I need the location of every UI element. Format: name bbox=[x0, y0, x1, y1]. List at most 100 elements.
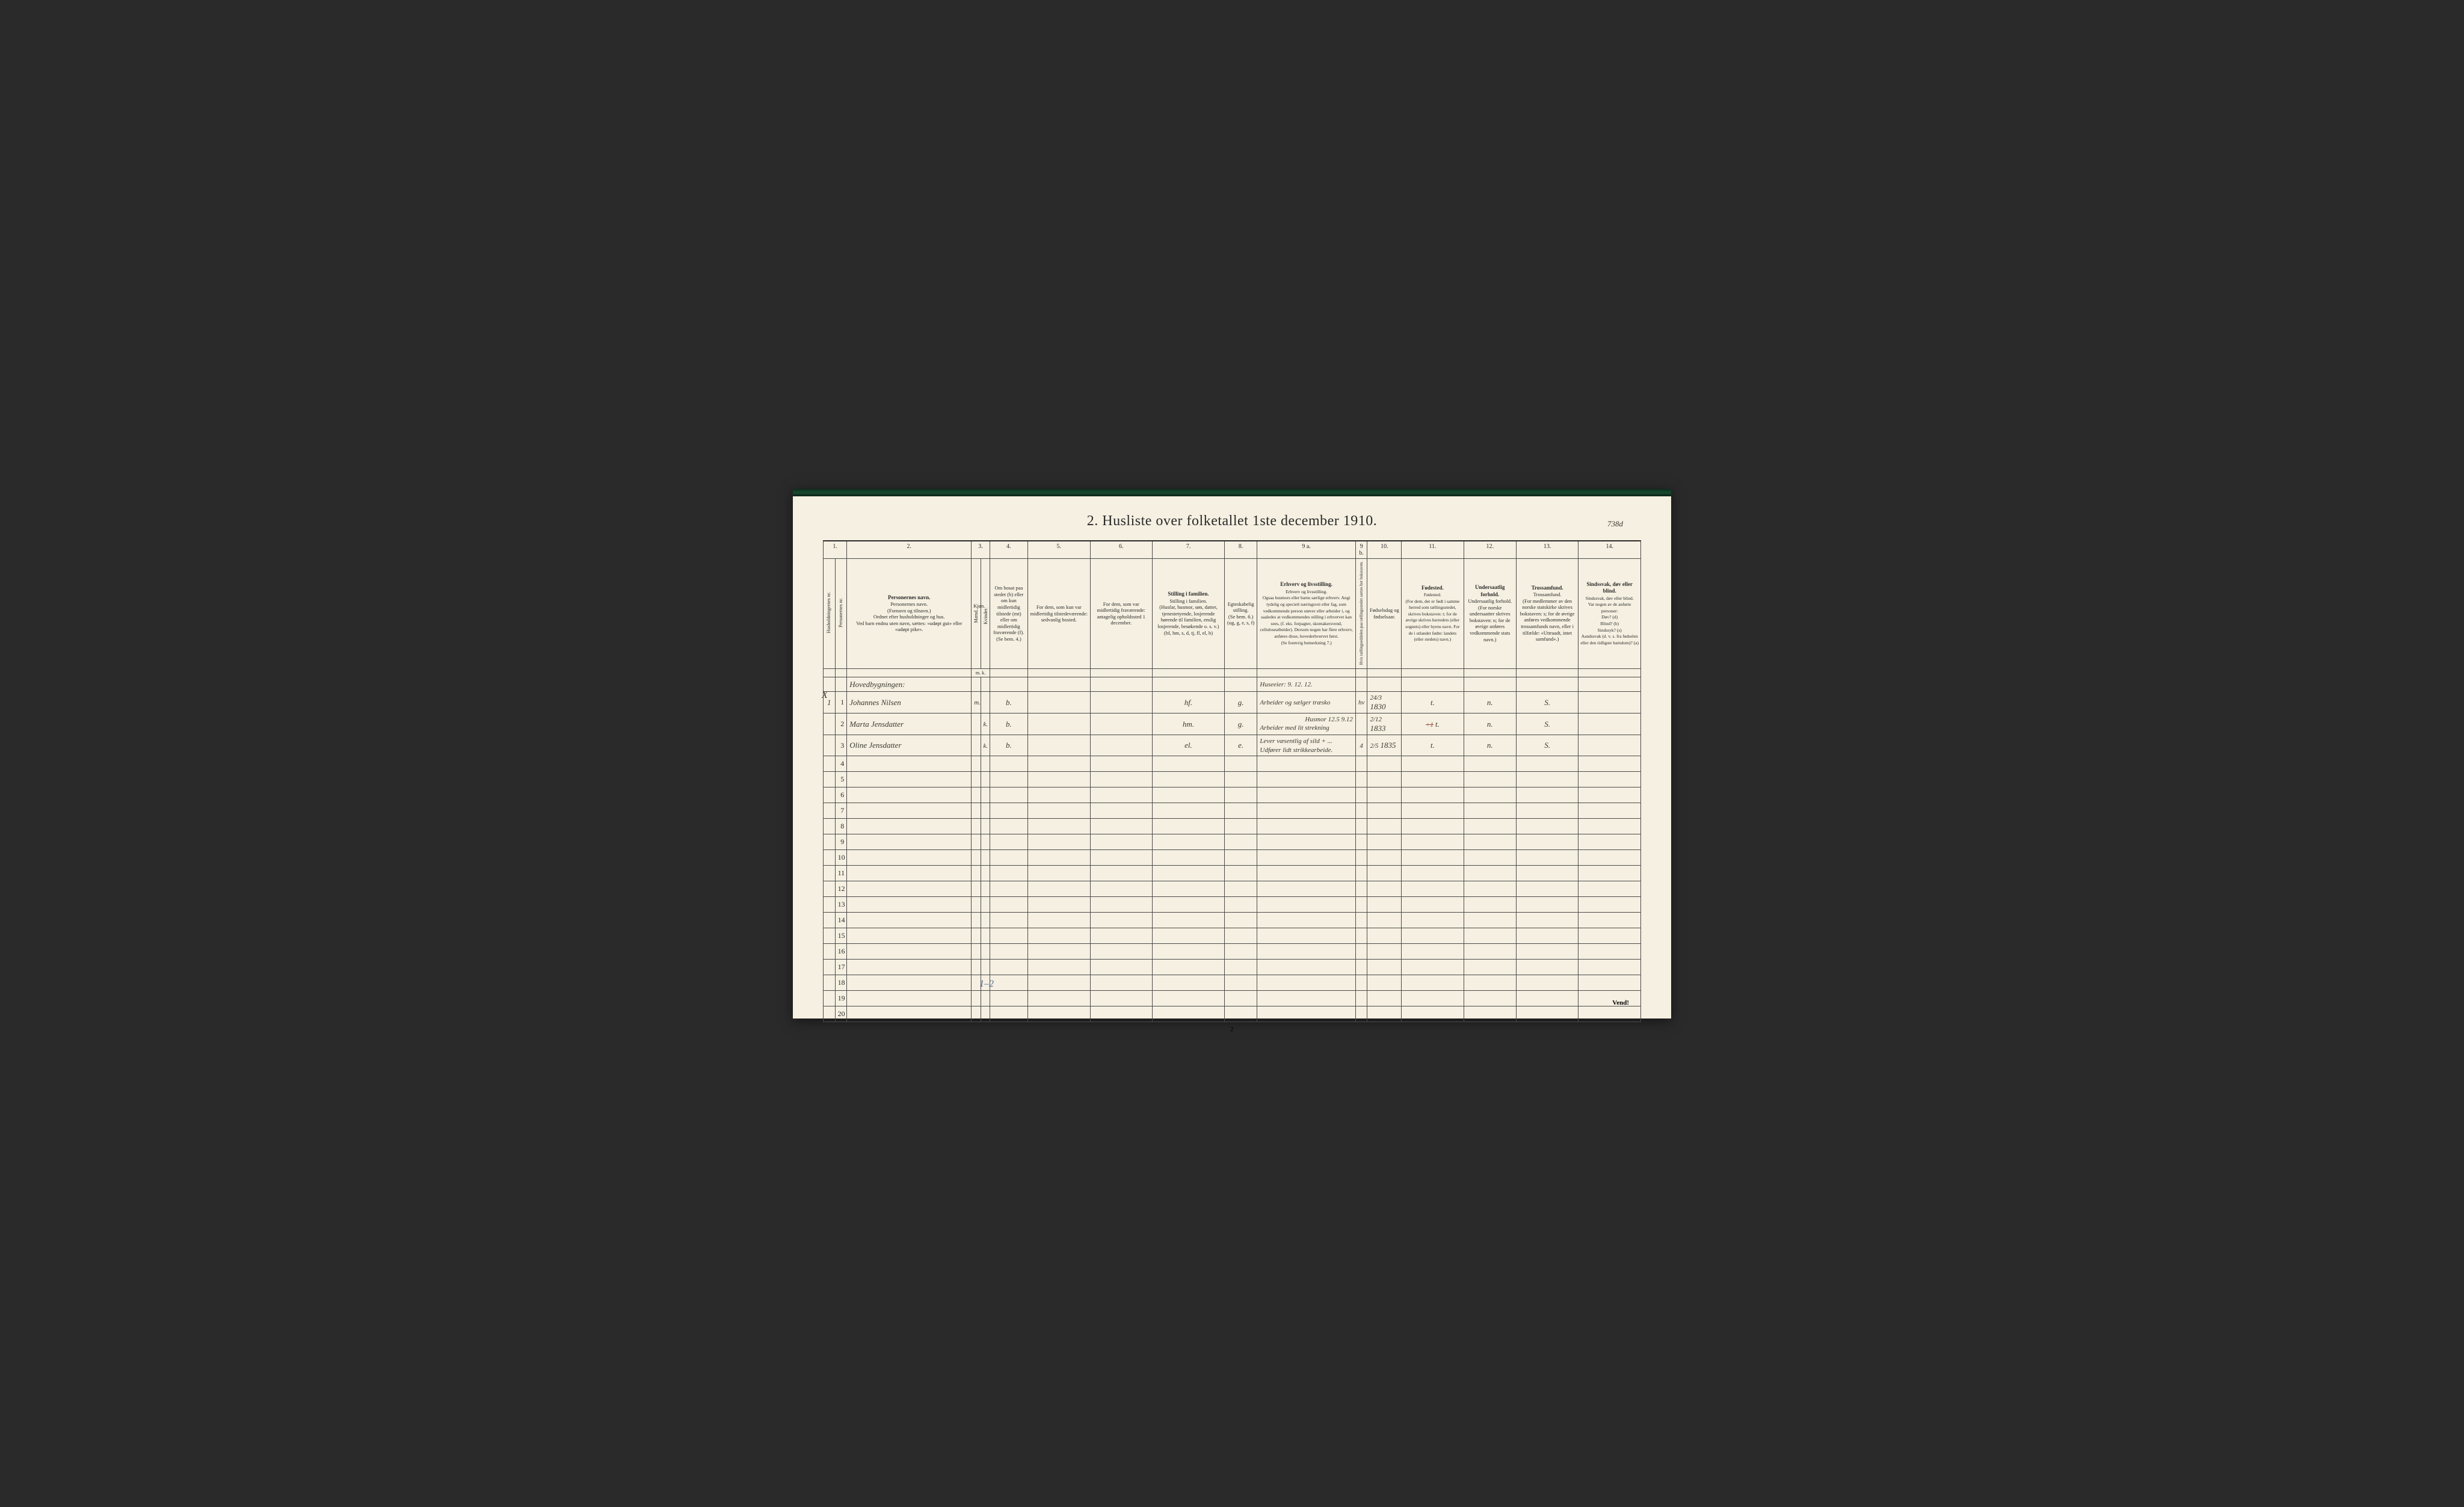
person-num: 6 bbox=[835, 787, 847, 803]
colnum-5: 5. bbox=[1027, 541, 1090, 559]
colnum-9b: 9 b. bbox=[1355, 541, 1367, 559]
midl-tilstede bbox=[1027, 692, 1090, 713]
hdr-person-nr: Personernes nr. bbox=[835, 558, 847, 669]
person-num: 17 bbox=[835, 960, 847, 975]
fodested: t. bbox=[1402, 692, 1464, 713]
colnum-3: 3. bbox=[972, 541, 990, 559]
sindssvak bbox=[1578, 735, 1641, 756]
hdr-navn: Personernes navn.Personernes navn. (Forn… bbox=[847, 558, 972, 669]
hdr-bosat: Om bosat paa stedet (b) eller om kun mid… bbox=[990, 558, 1027, 669]
vend-label: Vend! bbox=[1612, 999, 1629, 1006]
person-num: 10 bbox=[835, 850, 847, 866]
table-row: 12 bbox=[824, 881, 1641, 897]
hdr-9b: Hvis tællingseddelen paa tællingsstedet … bbox=[1355, 558, 1367, 669]
person-num: 14 bbox=[835, 913, 847, 928]
person-num: 15 bbox=[835, 928, 847, 944]
table-row: 17 bbox=[824, 960, 1641, 975]
heading-row: Hovedbygningen: Huseeier: 9. 12. 12. bbox=[824, 677, 1641, 692]
fam-stilling: el. bbox=[1153, 735, 1225, 756]
midl-tilstede bbox=[1027, 735, 1090, 756]
egteskab: e. bbox=[1224, 735, 1257, 756]
fam-stilling: hf. bbox=[1153, 692, 1225, 713]
sex-m bbox=[972, 735, 981, 756]
person-num: 16 bbox=[835, 944, 847, 960]
egteskab: g. bbox=[1224, 713, 1257, 735]
colnum-7: 7. bbox=[1153, 541, 1225, 559]
undersaat: n. bbox=[1464, 692, 1516, 713]
header-row: Husholdningernes nr. Personernes nr. Per… bbox=[824, 558, 1641, 669]
hh-num bbox=[824, 713, 836, 735]
fodsel: 2/5 1835 bbox=[1367, 735, 1402, 756]
table-row: 11 bbox=[824, 866, 1641, 881]
heading-note: Huseeier: 9. 12. 12. bbox=[1257, 677, 1355, 692]
table-row: 16 bbox=[824, 944, 1641, 960]
egteskab: g. bbox=[1224, 692, 1257, 713]
person-num: 12 bbox=[835, 881, 847, 897]
colnum-11: 11. bbox=[1402, 541, 1464, 559]
table-row: 19 bbox=[824, 991, 1641, 1006]
midl-fravær bbox=[1090, 735, 1153, 756]
person-num: 5 bbox=[835, 772, 847, 787]
person-name: Marta Jensdatter bbox=[847, 713, 972, 735]
column-number-row: 1. 2. 3. 4. 5. 6. 7. 8. 9 a. 9 b. 10. 11… bbox=[824, 541, 1641, 559]
person-num: 20 bbox=[835, 1006, 847, 1022]
person-num: 3 bbox=[835, 735, 847, 756]
colnum-6: 6. bbox=[1090, 541, 1153, 559]
table-row: 8 bbox=[824, 819, 1641, 834]
margin-mark: X bbox=[822, 690, 828, 701]
footer-page-number: 2 bbox=[823, 1026, 1641, 1033]
person-num: 9 bbox=[835, 834, 847, 850]
colnum-4: 4. bbox=[990, 541, 1027, 559]
hdr-tros: Trossamfund.Trossamfund. (For medlemmer … bbox=[1516, 558, 1578, 669]
erhverv: Lever væsentlig af sild + ... Udfører li… bbox=[1257, 735, 1355, 756]
hdr-husholdning-nr: Husholdningernes nr. bbox=[824, 558, 836, 669]
hdr-midl-tilstede: For dem, som kun var midlertidig tilsted… bbox=[1027, 558, 1090, 669]
tros: S. bbox=[1516, 713, 1578, 735]
table-row: 18 bbox=[824, 975, 1641, 991]
table-row: 9 bbox=[824, 834, 1641, 850]
midl-tilstede bbox=[1027, 713, 1090, 735]
table-row: 11Johannes Nilsenm.b.hf.g.Arbeider og sæ… bbox=[824, 692, 1641, 713]
col9b bbox=[1355, 713, 1367, 735]
sex-k: k. bbox=[981, 735, 990, 756]
midl-fravær bbox=[1090, 692, 1153, 713]
sub-mk: m. k. bbox=[972, 669, 990, 677]
person-num: 11 bbox=[835, 866, 847, 881]
table-row: 3Oline Jensdatterk.b.el.e.Lever væsentli… bbox=[824, 735, 1641, 756]
colnum-12: 12. bbox=[1464, 541, 1516, 559]
col9b: hv bbox=[1355, 692, 1367, 713]
person-num: 7 bbox=[835, 803, 847, 819]
table-row: 20 bbox=[824, 1006, 1641, 1022]
hdr-midl-fravær: For dem, som var midlertidig fraværende:… bbox=[1090, 558, 1153, 669]
sindssvak bbox=[1578, 692, 1641, 713]
person-num: 8 bbox=[835, 819, 847, 834]
sindssvak bbox=[1578, 713, 1641, 735]
hdr-mand: Kjøn.Mænd. bbox=[972, 558, 981, 669]
hdr-stilling-familie: Stilling i familien.Stilling i familien.… bbox=[1153, 558, 1225, 669]
person-num: 13 bbox=[835, 897, 847, 913]
table-row: 6 bbox=[824, 787, 1641, 803]
person-num: 2 bbox=[835, 713, 847, 735]
sex-k: k. bbox=[981, 713, 990, 735]
bosat: b. bbox=[990, 735, 1027, 756]
page-title: 2. Husliste over folketallet 1ste decemb… bbox=[823, 513, 1641, 529]
erhverv: Arbeider og sælger træsko bbox=[1257, 692, 1355, 713]
colnum-14: 14. bbox=[1578, 541, 1641, 559]
person-num: 1 bbox=[835, 692, 847, 713]
tros: S. bbox=[1516, 692, 1578, 713]
erhverv: Husmor 12.5 9.12Arbeider med lit strekni… bbox=[1257, 713, 1355, 735]
colnum-2: 2. bbox=[847, 541, 972, 559]
colnum-9a: 9 a. bbox=[1257, 541, 1355, 559]
hdr-undersaat: Undersaatlig forhold.Undersaatlig forhol… bbox=[1464, 558, 1516, 669]
person-num: 19 bbox=[835, 991, 847, 1006]
heading-label: Hovedbygningen: bbox=[847, 677, 972, 692]
hdr-egteskab: Egteskabelig stilling. (Se bem. 6.) (ug,… bbox=[1224, 558, 1257, 669]
page-number-top-right: 738d bbox=[1607, 519, 1623, 529]
colnum-8: 8. bbox=[1224, 541, 1257, 559]
table-row: 15 bbox=[824, 928, 1641, 944]
table-row: 2Marta Jensdatterk.b.hm.g.Husmor 12.5 9.… bbox=[824, 713, 1641, 735]
midl-fravær bbox=[1090, 713, 1153, 735]
colnum-10: 10. bbox=[1367, 541, 1402, 559]
colnum-1: 1. bbox=[824, 541, 847, 559]
person-num: 18 bbox=[835, 975, 847, 991]
